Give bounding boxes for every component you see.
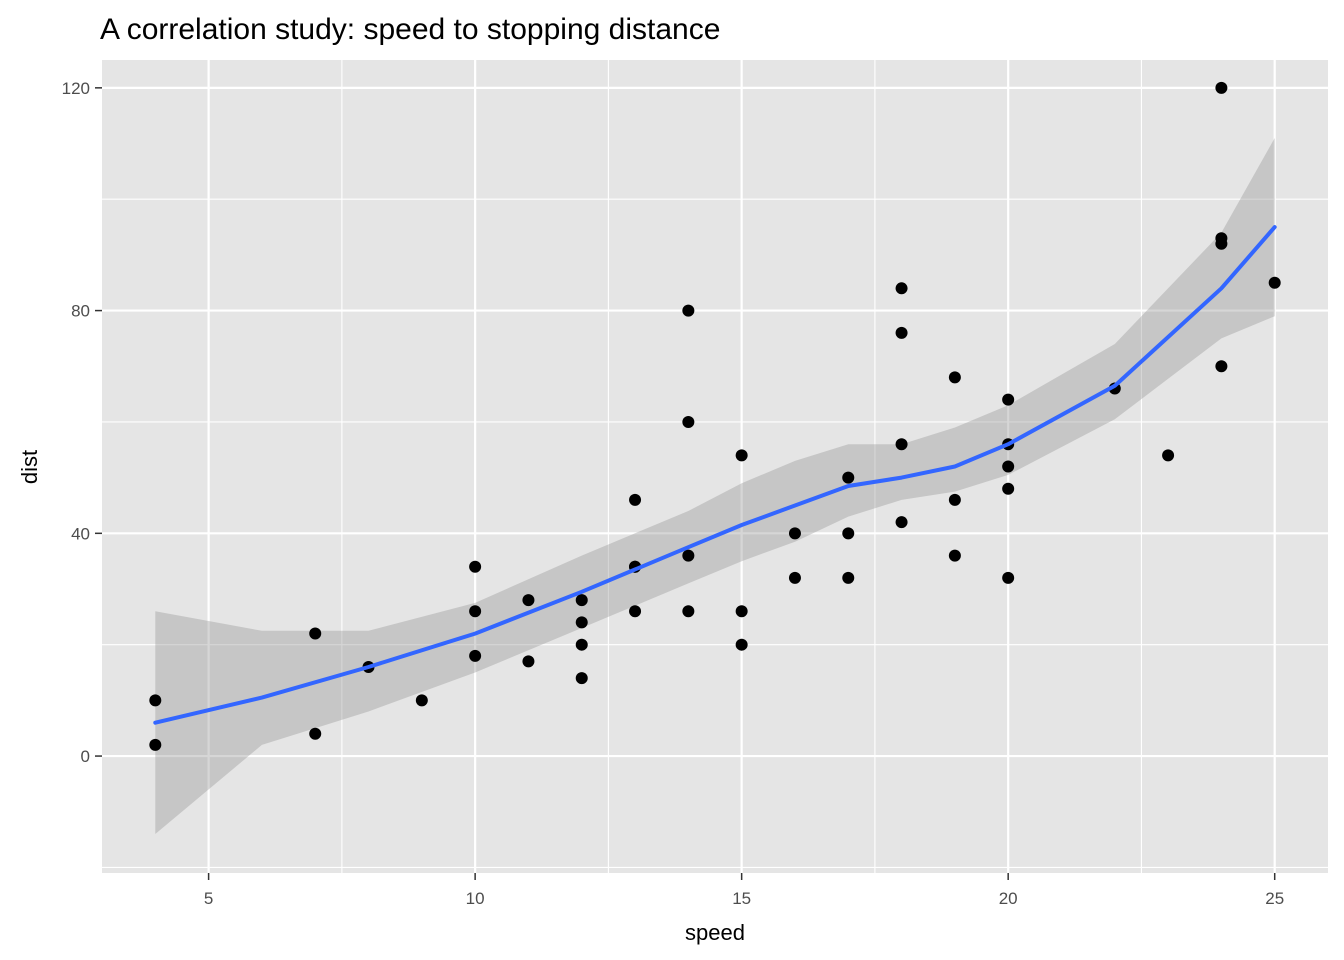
data-point [415,694,428,707]
data-point [948,549,961,562]
data-point [895,326,908,339]
x-tick-label: 10 [466,889,485,908]
data-point [735,449,748,462]
data-point [1215,81,1228,94]
data-point [735,638,748,651]
data-point [682,415,695,428]
data-point [575,594,588,607]
data-point [895,516,908,529]
data-point [682,304,695,317]
major-gridlines [102,60,1328,873]
smooth-line [153,225,1277,725]
data-point [842,571,855,584]
data-point [629,493,642,506]
data-point [469,605,482,618]
data-point [149,694,162,707]
y-tick-label: 120 [62,79,90,98]
x-tick-label: 5 [204,889,213,908]
data-point [1215,360,1228,373]
minor-gridlines [102,60,1328,873]
data-point [1002,482,1015,495]
data-point [682,605,695,618]
x-tick-label: 25 [1265,889,1284,908]
data-point [842,471,855,484]
data-point [522,655,535,668]
y-tick-label: 80 [71,302,90,321]
data-point [895,282,908,295]
data-point [309,727,322,740]
data-point [575,638,588,651]
data-point [629,605,642,618]
data-point [1002,460,1015,473]
y-axis-ticks: 0 40 80 120 [62,79,102,766]
data-point [1002,571,1015,584]
x-axis-title: speed [685,920,745,945]
data-point [1162,449,1175,462]
data-point [788,571,801,584]
data-point [575,616,588,629]
x-tick-label: 15 [732,889,751,908]
data-point [895,438,908,451]
data-point [948,493,961,506]
chart-title: A correlation study: speed to stopping d… [100,13,720,46]
data-point [842,527,855,540]
y-tick-label: 0 [81,747,90,766]
data-point [469,560,482,573]
confidence-band [155,138,1275,834]
data-point [309,627,322,640]
x-axis-ticks: 5 10 15 20 25 [204,873,1284,908]
x-tick-label: 20 [999,889,1018,908]
data-point [682,549,695,562]
plot-panel [102,60,1328,873]
data-point [1215,232,1228,245]
y-tick-label: 40 [71,524,90,543]
y-axis-title: dist [17,450,42,484]
data-point [1002,393,1015,406]
data-point [788,527,801,540]
data-point [575,672,588,685]
data-point [735,605,748,618]
data-point [149,738,162,751]
data-point [522,594,535,607]
data-point [1268,276,1281,289]
data-point [469,649,482,662]
data-point [948,371,961,384]
